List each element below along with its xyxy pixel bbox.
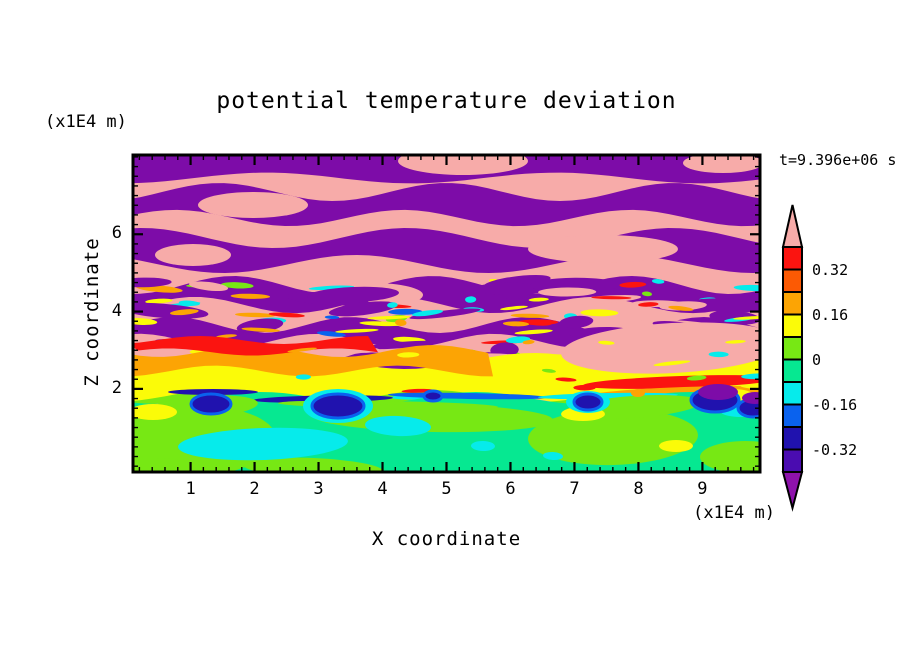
chart-title: potential temperature deviation — [216, 88, 677, 114]
x-tick-label: 2 — [249, 479, 260, 499]
x-tick-label: 3 — [313, 479, 324, 499]
contour-field — [133, 155, 760, 472]
x-tick-label: 1 — [185, 479, 196, 499]
colorbar-tick-label: -0.32 — [812, 440, 858, 459]
colorbar-tick-label: 0 — [812, 350, 822, 369]
x-tick-label: 7 — [569, 479, 580, 499]
x-tick-label: 8 — [633, 479, 644, 499]
x-axis-unit-label: (x1E4 m) — [693, 503, 775, 523]
colorbar-tick-label: 0.32 — [812, 260, 849, 279]
timestamp-annotation: t=9.396e+06 s — [779, 151, 897, 169]
x-tick-label: 9 — [697, 479, 708, 499]
x-tick-label: 4 — [377, 479, 388, 499]
y-tick-label: 6 — [111, 223, 122, 244]
y-tick-label: 2 — [111, 377, 122, 398]
x-tick-label: 6 — [505, 479, 516, 499]
x-axis-label: X coordinate — [371, 528, 522, 550]
y-axis-unit-label: (x1E4 m) — [45, 112, 127, 132]
colorbar-tick-label: 0.16 — [812, 305, 849, 324]
colorbar-tick-label: -0.16 — [812, 395, 858, 414]
x-tick-label: 5 — [441, 479, 452, 499]
plot-frame — [131, 153, 762, 474]
y-tick-label: 4 — [111, 300, 122, 321]
colorbar — [781, 204, 804, 512]
